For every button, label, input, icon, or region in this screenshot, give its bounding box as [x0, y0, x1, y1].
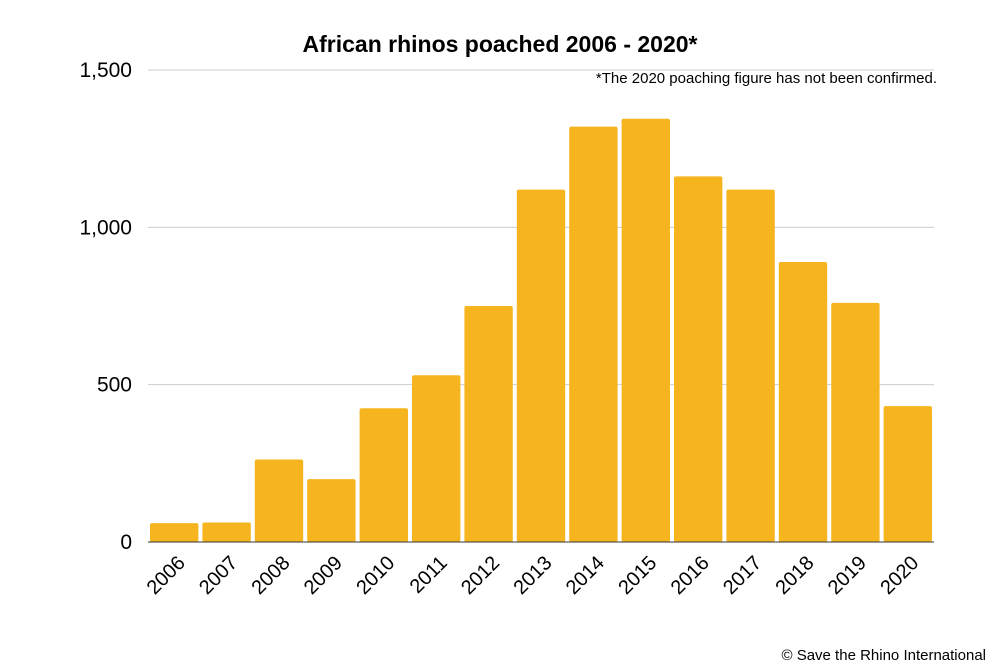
chart-title: African rhinos poached 2006 - 2020*: [303, 31, 698, 57]
x-tick-label: 2017: [719, 552, 766, 599]
y-tick-label: 0: [120, 531, 132, 554]
bar-2019: [831, 302, 880, 542]
bar-2017: [726, 189, 775, 542]
x-tick-label: 2014: [562, 552, 609, 599]
chart-annotation: *The 2020 poaching figure has not been c…: [596, 70, 937, 87]
x-tick-label: 2020: [876, 552, 923, 599]
bar-2006: [150, 523, 199, 542]
x-axis-tick-labels: 2006 2007 2008 2009 2010 2011 2012 2013 2014 2015…: [143, 552, 924, 599]
bars: [150, 118, 932, 543]
y-tick-label: 1,000: [79, 216, 132, 239]
bar-2013: [516, 189, 566, 542]
bar-2010: [359, 408, 408, 542]
x-tick-label: 2018: [772, 552, 819, 599]
x-tick-label: 2015: [614, 552, 661, 599]
x-tick-label: 2010: [352, 552, 399, 599]
credit-text: © Save the Rhino International: [781, 647, 986, 664]
x-tick-label: 2013: [510, 552, 557, 599]
bar-2020: [883, 406, 932, 542]
bar-2007: [202, 522, 251, 542]
bar-2011: [412, 375, 461, 542]
y-axis-tick-labels: 0 500 1,000 1,500: [79, 59, 132, 554]
x-tick-label: 2011: [406, 552, 452, 598]
bar-2009: [307, 479, 356, 542]
x-tick-label: 2009: [300, 552, 347, 599]
y-tick-label: 1,500: [79, 59, 132, 82]
bar-2016: [674, 176, 723, 542]
x-tick-label: 2012: [457, 552, 504, 599]
bar-2018: [778, 261, 828, 542]
x-tick-label: 2008: [248, 552, 295, 599]
bar-2015: [621, 118, 670, 543]
bar-2014: [569, 126, 618, 542]
y-tick-label: 500: [97, 374, 132, 397]
x-tick-label: 2007: [195, 552, 242, 599]
bar-2008: [254, 459, 304, 542]
x-tick-label: 2006: [143, 552, 190, 599]
bar-2012: [464, 306, 513, 542]
x-tick-label: 2019: [824, 552, 871, 599]
x-tick-label: 2016: [667, 552, 714, 599]
